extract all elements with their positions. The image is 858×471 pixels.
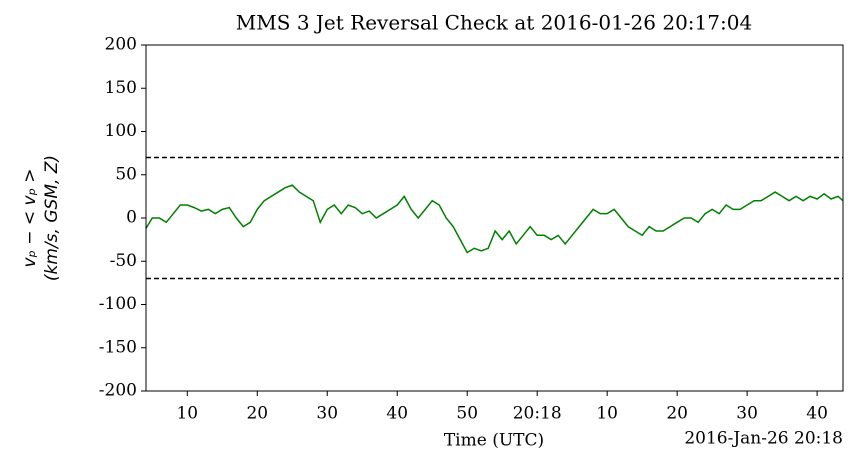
y-axis-label: vₚ − < vₚ >	[20, 168, 40, 267]
x-offset-label: 2016-Jan-26 20:18	[684, 429, 843, 449]
x-tick-label: 30	[736, 404, 758, 424]
y-tick-label: 100	[105, 121, 137, 141]
x-tick-label: 40	[386, 404, 408, 424]
data-line	[145, 184, 844, 254]
x-tick-label: 30	[316, 404, 338, 424]
y-tick-label: -50	[110, 251, 137, 271]
x-tick-label: 10	[596, 404, 618, 424]
y-tick-label: -200	[99, 381, 137, 401]
x-tick-label: 10	[176, 404, 198, 424]
y-tick-label: 50	[115, 164, 137, 184]
plot-frame	[145, 44, 844, 392]
x-tick-label: 20	[246, 404, 268, 424]
chart-title: MMS 3 Jet Reversal Check at 2016-01-26 2…	[236, 11, 752, 35]
y-tick-label: 200	[105, 35, 137, 55]
y-tick-label: 150	[105, 78, 137, 98]
x-tick-label: 20	[666, 404, 688, 424]
x-tick-label: 50	[456, 404, 478, 424]
y-tick-label: 0	[126, 208, 137, 228]
y-tick-label: -100	[99, 294, 137, 314]
y-tick-label: -150	[99, 337, 137, 357]
x-tick-label: 40	[806, 404, 828, 424]
x-tick-label: 20:18	[513, 404, 562, 424]
x-axis-label: Time (UTC)	[444, 431, 544, 451]
y-axis-label: (km/s, GSM, Z)	[42, 155, 62, 281]
